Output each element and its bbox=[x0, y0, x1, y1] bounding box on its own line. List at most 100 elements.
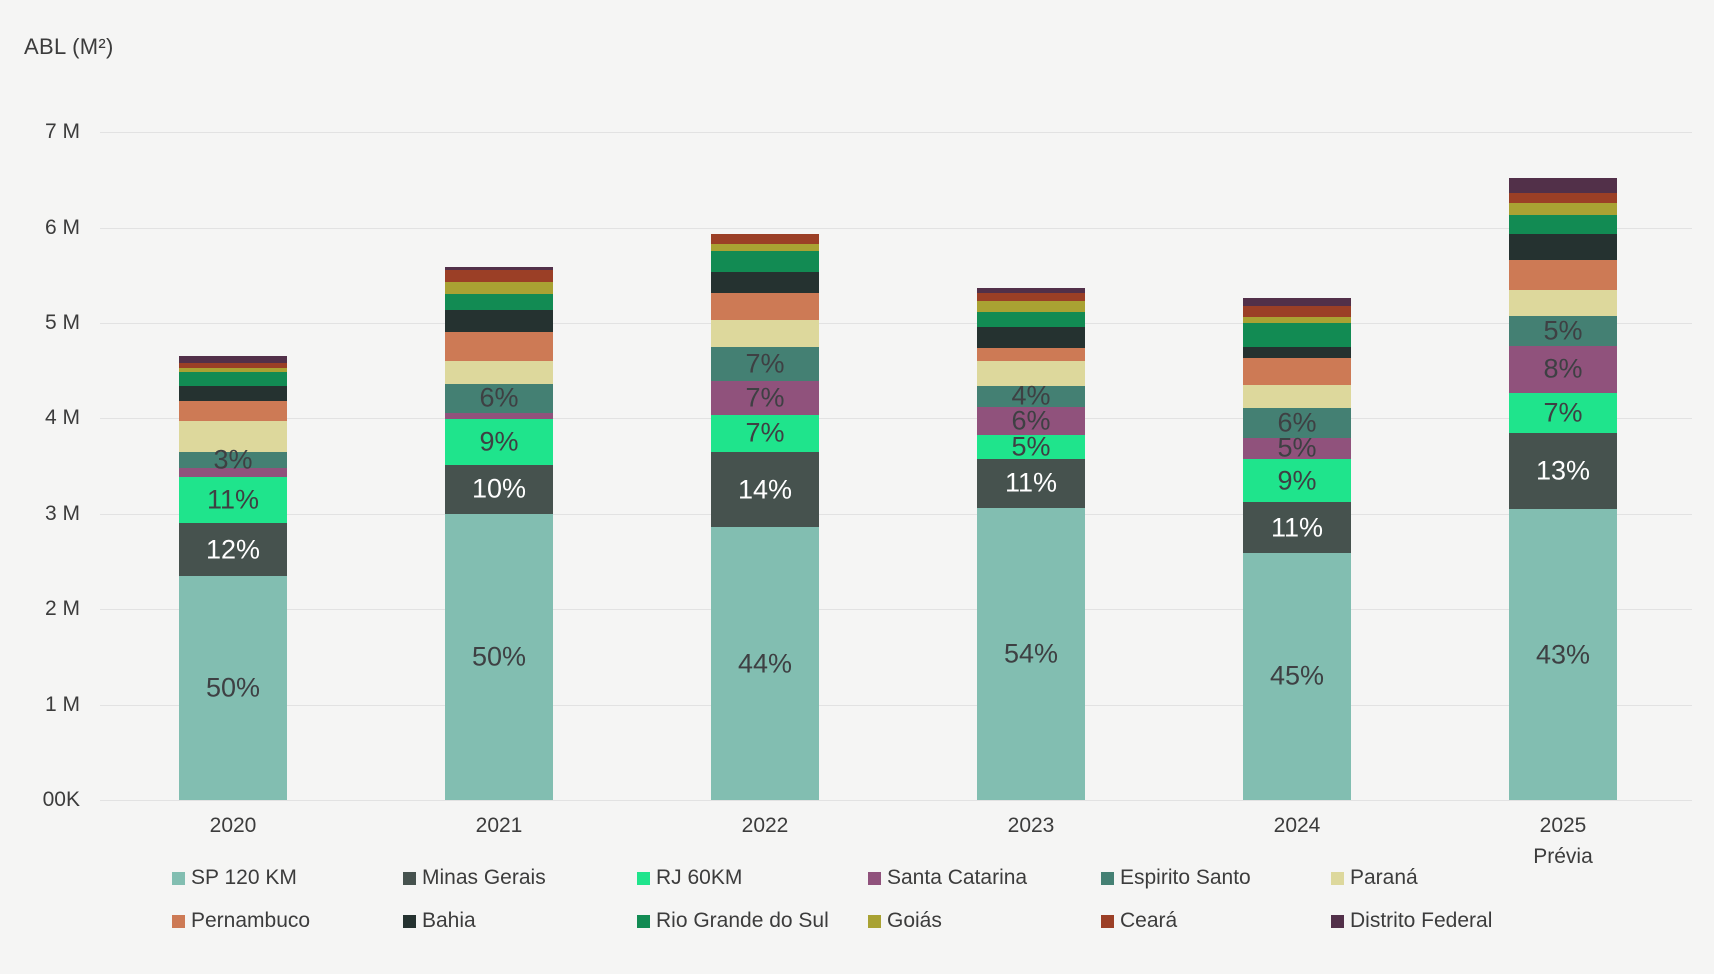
bar-segment[interactable] bbox=[1243, 306, 1351, 318]
bar-segment[interactable] bbox=[445, 361, 553, 385]
bar-segment[interactable] bbox=[977, 361, 1085, 386]
bar-segment[interactable] bbox=[711, 250, 819, 272]
bar-segment[interactable]: 7% bbox=[711, 381, 819, 415]
bar-segment[interactable] bbox=[977, 287, 1085, 294]
bar-segment[interactable]: 8% bbox=[1509, 345, 1617, 393]
gridline bbox=[100, 609, 1692, 611]
legend-swatch-icon bbox=[637, 871, 650, 885]
bar-segment[interactable] bbox=[711, 271, 819, 293]
bar-segment[interactable] bbox=[179, 367, 287, 372]
bar-segment[interactable]: 6% bbox=[445, 383, 553, 413]
bar-segment[interactable] bbox=[977, 347, 1085, 362]
bar-column: 43% 13% 7% 8% 5% bbox=[1509, 177, 1617, 800]
bar-segment[interactable] bbox=[179, 355, 287, 364]
y-axis-tick-label: 4 M bbox=[44, 406, 80, 430]
bar-segment[interactable]: 45% bbox=[1243, 552, 1351, 800]
bar-segment[interactable]: 3% bbox=[179, 444, 287, 474]
bar-segment[interactable] bbox=[1509, 260, 1617, 290]
bar-segment[interactable] bbox=[1243, 317, 1351, 324]
legend-label: Paraná bbox=[1350, 866, 1418, 889]
bar-segment[interactable] bbox=[445, 309, 553, 332]
segment-percent-label: 8% bbox=[1543, 353, 1583, 384]
bar-segment[interactable] bbox=[1243, 346, 1351, 359]
bar-segment[interactable] bbox=[977, 293, 1085, 302]
bar-segment[interactable] bbox=[179, 468, 287, 477]
bar-segment[interactable]: 44% bbox=[711, 527, 819, 800]
legend-item[interactable]: RJ 60KM bbox=[637, 866, 742, 890]
bar-segment[interactable]: 7% bbox=[711, 414, 819, 452]
legend-item[interactable]: SP 120 KM bbox=[172, 866, 297, 890]
bar-segment[interactable]: 9% bbox=[445, 419, 553, 466]
bar-segment[interactable]: 50% bbox=[179, 575, 287, 800]
bar-segment[interactable]: 54% bbox=[977, 508, 1085, 800]
legend-swatch-icon bbox=[1101, 871, 1114, 885]
bar-segment[interactable]: 6% bbox=[977, 405, 1085, 435]
bar-segment[interactable]: 5% bbox=[1243, 433, 1351, 463]
bar-segment[interactable] bbox=[711, 292, 819, 321]
bar-segment[interactable] bbox=[1243, 298, 1351, 306]
bar-segment[interactable] bbox=[1243, 323, 1351, 347]
bar-segment[interactable]: 11% bbox=[977, 458, 1085, 509]
bar-segment[interactable] bbox=[1243, 358, 1351, 386]
legend-item[interactable]: Minas Gerais bbox=[403, 866, 546, 890]
legend-label: Minas Gerais bbox=[422, 866, 546, 889]
bar-segment[interactable]: 5% bbox=[1509, 316, 1617, 346]
bar-segment[interactable] bbox=[445, 281, 553, 295]
legend-item[interactable]: Bahia bbox=[403, 909, 476, 933]
bar-segment[interactable]: 13% bbox=[1509, 432, 1617, 509]
segment-percent-label: 54% bbox=[1003, 638, 1059, 669]
bar-segment[interactable] bbox=[977, 312, 1085, 327]
legend-swatch-icon bbox=[172, 914, 185, 928]
legend-item[interactable]: Rio Grande do Sul bbox=[637, 909, 829, 933]
bar-segment[interactable] bbox=[711, 320, 819, 347]
bar-segment[interactable]: 14% bbox=[711, 451, 819, 528]
gridline bbox=[100, 800, 1692, 801]
segment-percent-label: 11% bbox=[206, 484, 260, 515]
bar-segment[interactable]: 11% bbox=[1243, 502, 1351, 553]
legend-swatch-icon bbox=[1101, 914, 1114, 928]
bar-segment[interactable] bbox=[1509, 234, 1617, 261]
bar-segment[interactable] bbox=[179, 371, 287, 387]
legend-item[interactable]: Espirito Santo bbox=[1101, 866, 1251, 890]
bar-segment[interactable] bbox=[179, 421, 287, 452]
legend-item[interactable]: Ceará bbox=[1101, 909, 1177, 933]
bar-segment[interactable] bbox=[977, 301, 1085, 313]
segment-percent-label: 7% bbox=[745, 382, 785, 413]
bar-segment[interactable] bbox=[711, 243, 819, 251]
legend-item[interactable]: Goiás bbox=[868, 909, 942, 933]
bar-segment[interactable] bbox=[445, 331, 553, 362]
legend-item[interactable]: Distrito Federal bbox=[1331, 909, 1492, 933]
bar-segment[interactable] bbox=[1509, 177, 1617, 194]
bar-segment[interactable] bbox=[1243, 385, 1351, 408]
bar-segment[interactable]: 7% bbox=[1509, 392, 1617, 433]
bar-segment[interactable]: 6% bbox=[1243, 407, 1351, 438]
bar-segment[interactable] bbox=[1509, 202, 1617, 216]
bar-segment[interactable]: 7% bbox=[711, 346, 819, 382]
bar-segment[interactable]: 11% bbox=[179, 476, 287, 524]
bar-segment[interactable] bbox=[445, 266, 553, 270]
legend-item[interactable]: Pernambuco bbox=[172, 909, 310, 933]
bar-segment[interactable] bbox=[445, 269, 553, 282]
bar-segment[interactable] bbox=[977, 326, 1085, 348]
legend-item[interactable]: Santa Catarina bbox=[868, 866, 1027, 890]
bar-segment[interactable] bbox=[445, 412, 553, 420]
segment-percent-label: 7% bbox=[1543, 397, 1583, 428]
bar-segment[interactable] bbox=[1509, 215, 1617, 235]
bar-segment[interactable]: 5% bbox=[977, 431, 1085, 461]
bar-segment[interactable]: 12% bbox=[179, 523, 287, 576]
bar-segment[interactable]: 50% bbox=[445, 513, 553, 800]
bar-segment[interactable] bbox=[179, 386, 287, 402]
bar-segment[interactable] bbox=[711, 234, 819, 244]
bar-segment[interactable] bbox=[1509, 193, 1617, 203]
bar-segment[interactable] bbox=[1509, 289, 1617, 317]
bar-segment[interactable]: 43% bbox=[1509, 509, 1617, 800]
bar-segment[interactable] bbox=[445, 294, 553, 310]
bar-segment[interactable] bbox=[179, 363, 287, 368]
bar-segment[interactable]: 10% bbox=[445, 465, 553, 514]
bar-segment[interactable] bbox=[179, 401, 287, 422]
bar-segment[interactable]: 4% bbox=[977, 381, 1085, 411]
legend-item[interactable]: Paraná bbox=[1331, 866, 1418, 890]
bar-segment[interactable]: 9% bbox=[1243, 459, 1351, 503]
chart-title: ABL (M²) bbox=[24, 34, 114, 59]
segment-percent-label: 5% bbox=[1011, 431, 1051, 462]
